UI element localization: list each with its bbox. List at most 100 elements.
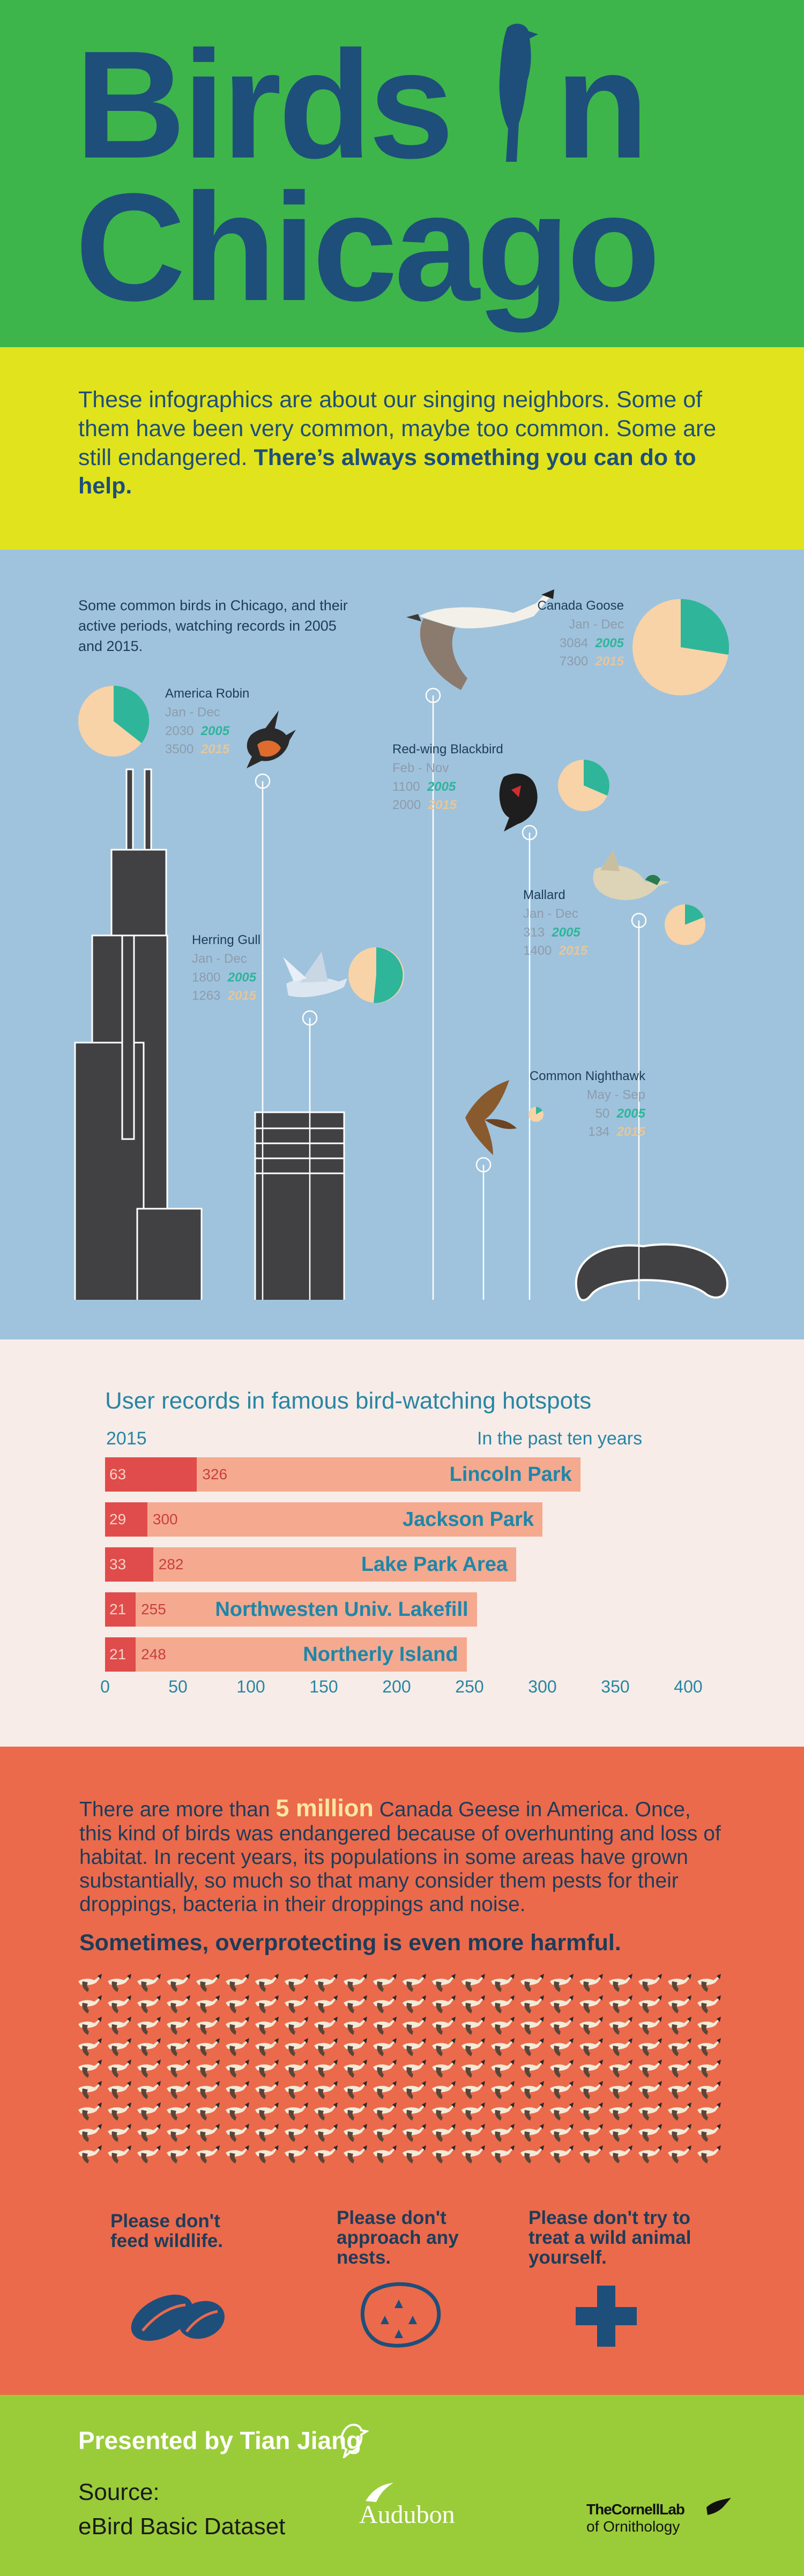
goose-icon xyxy=(314,2038,338,2056)
bird-label-america-robin: America Robin Jan - Dec 2030 2005 3500 2… xyxy=(165,685,249,759)
bird-v2015: 7300 xyxy=(559,654,589,669)
goose-icon xyxy=(461,2145,485,2163)
goose-icon xyxy=(520,2081,544,2099)
goose-icon xyxy=(461,2124,485,2142)
goose-icon xyxy=(196,1995,220,2013)
goose-icon xyxy=(255,1995,279,2013)
goose-icon xyxy=(579,2124,603,2142)
goose-icon xyxy=(697,2102,721,2121)
pie-america-robin xyxy=(78,685,150,757)
year-2005-tag: 2005 xyxy=(227,970,257,985)
cornell-wordmark-1: TheCornellLab xyxy=(586,2501,685,2518)
bird-v2015: 2000 xyxy=(392,798,421,813)
goose-icon xyxy=(432,2081,456,2099)
goose-icon xyxy=(550,2060,574,2078)
goose-icon xyxy=(108,1974,131,1992)
goose-icon xyxy=(314,2081,338,2099)
goose-icon xyxy=(137,2081,161,2099)
audubon-bird-icon xyxy=(366,2483,393,2502)
goose-icon xyxy=(226,2102,249,2121)
goose-icon xyxy=(314,2102,338,2121)
goose-icon xyxy=(78,1995,102,2013)
goose-icon xyxy=(373,2102,397,2121)
goose-icon xyxy=(520,2060,544,2078)
legend-decade: In the past ten years xyxy=(477,1428,643,1449)
goose-icon xyxy=(668,2124,691,2142)
title-line-1: Birds xyxy=(75,19,454,190)
source-block: Source: eBird Basic Dataset xyxy=(78,2475,285,2544)
goose-icon xyxy=(373,2038,397,2056)
bird-period: Jan - Dec xyxy=(192,951,247,966)
goose-icon xyxy=(668,2145,691,2163)
goose-icon xyxy=(638,2038,662,2056)
source-label: Source: xyxy=(78,2479,160,2505)
year-2015-tag: 2015 xyxy=(227,989,257,1004)
bird-period: Feb - Nov xyxy=(392,760,449,775)
bar-category-label: Lake Park Area xyxy=(361,1553,508,1576)
goose-icon xyxy=(461,1974,485,1992)
year-2005-tag: 2005 xyxy=(552,925,580,940)
pie-canada-goose xyxy=(632,599,729,695)
geese-text-after: Canada Geese in America. Once, this kind… xyxy=(79,1798,721,1916)
goose-icon xyxy=(314,1974,338,1992)
goose-icon xyxy=(344,2081,367,2099)
goose-icon xyxy=(609,2145,632,2163)
bar-decade-label: 248 xyxy=(141,1646,166,1663)
goose-icon xyxy=(255,2124,279,2142)
pie-mallard xyxy=(665,904,705,945)
bar-recent xyxy=(105,1637,136,1672)
goose-icon xyxy=(255,2060,279,2078)
bird-v2005: 2030 xyxy=(165,723,194,738)
x-tick-label: 300 xyxy=(528,1677,557,1696)
goose-icon xyxy=(226,1995,249,2013)
goose-icon xyxy=(373,2145,397,2163)
x-tick-label: 400 xyxy=(674,1677,703,1696)
goose-icon xyxy=(373,2081,397,2099)
goose-icon xyxy=(196,2038,220,2056)
goose-icon xyxy=(285,2038,308,2056)
goose-icon xyxy=(137,2145,161,2163)
bird-label-common-nighthawk: Common Nighthawk May - Sep 50 2005 134 2… xyxy=(504,1067,645,1142)
title-line-2: Chicago xyxy=(75,161,660,333)
bird-label-canada-goose: Canada Goose Jan - Dec 3084 2005 7300 20… xyxy=(527,597,624,671)
goose-icon xyxy=(609,2102,632,2121)
goose-icon xyxy=(461,1995,485,2013)
audubon-wordmark: Audubon xyxy=(359,2500,455,2529)
goose-icon xyxy=(373,1995,397,2013)
bar-recent-label: 63 xyxy=(109,1466,126,1482)
goose-icon xyxy=(432,2102,456,2121)
goose-icon xyxy=(579,2017,603,2035)
goose-icon xyxy=(167,2102,190,2121)
goose-icon xyxy=(403,2081,426,2099)
goose-icon xyxy=(78,2145,102,2163)
goose-icon xyxy=(432,2038,456,2056)
hotspot-chart-section: User records in famous bird-watching hot… xyxy=(0,1339,804,1747)
year-2015-tag: 2015 xyxy=(616,1125,645,1140)
goose-icon xyxy=(461,2038,485,2056)
goose-icon xyxy=(108,1995,131,2013)
geese-highlight: 5 million xyxy=(276,1794,374,1822)
bird-v2015: 134 xyxy=(588,1125,610,1140)
bird-name: Canada Goose xyxy=(537,598,624,613)
goose-icon xyxy=(609,1995,632,2013)
year-2015-tag: 2015 xyxy=(559,943,588,958)
goose-icon xyxy=(314,2017,338,2035)
goose-icon xyxy=(78,2102,102,2121)
goose-icon xyxy=(403,2017,426,2035)
goose-icon xyxy=(520,2102,544,2121)
bar-recent-label: 21 xyxy=(109,1601,126,1618)
chart-title: User records in famous bird-watching hot… xyxy=(105,1388,592,1414)
goose-icon xyxy=(609,2060,632,2078)
bird-v2015: 3500 xyxy=(165,742,194,757)
goose-icon xyxy=(697,1974,721,1992)
birds-illustration xyxy=(0,589,804,1339)
goose-icon xyxy=(137,2060,161,2078)
goose-icon xyxy=(285,2060,308,2078)
bar-recent xyxy=(105,1592,136,1627)
x-tick-label: 200 xyxy=(382,1677,411,1696)
goose-icon xyxy=(78,2038,102,2056)
goose-icon xyxy=(285,2145,308,2163)
goose-icon xyxy=(579,2145,603,2163)
goose-icon xyxy=(432,2017,456,2035)
geese-flock xyxy=(78,1974,721,2163)
